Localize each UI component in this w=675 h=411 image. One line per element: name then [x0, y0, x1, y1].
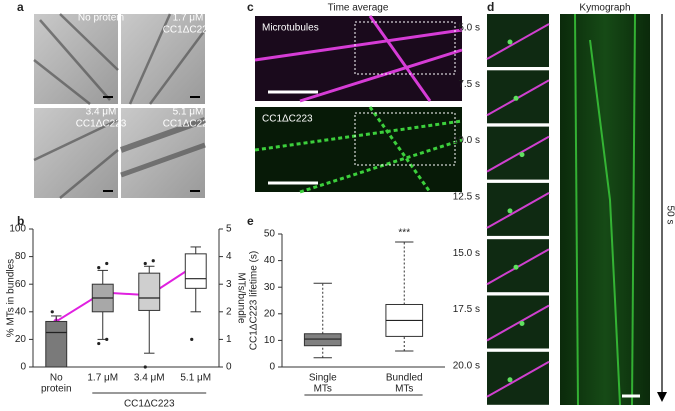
significance: *** — [398, 228, 410, 239]
frame-time: 15.0 s — [453, 248, 480, 259]
box — [184, 253, 207, 289]
box — [45, 320, 68, 368]
time-arrow — [657, 14, 667, 402]
x-tick-label: 3.4 μM — [134, 373, 165, 384]
x-tick-label: Bundled — [386, 373, 423, 384]
frame-spot — [507, 39, 513, 45]
y-tick-label: 20 — [15, 334, 27, 345]
image-label: CC1ΔC223 — [76, 119, 127, 130]
frame-spot — [519, 152, 525, 158]
y-tick-label: 40 — [264, 255, 276, 266]
frame-spot — [513, 95, 519, 101]
y-tick-label: 50 — [264, 229, 276, 240]
y-tick-label: 100 — [9, 224, 26, 235]
y2-axis-label: MTs/bundle — [235, 272, 246, 324]
frame-spot — [507, 377, 513, 383]
fluorescence-images — [254, 15, 463, 194]
panel-label: a — [17, 0, 24, 14]
y-tick-label: 0 — [20, 362, 26, 373]
kymograph-image — [560, 13, 650, 406]
outlier — [50, 310, 54, 314]
outlier — [105, 261, 109, 266]
panel-label: e — [247, 214, 254, 228]
frame-time: 7.5 s — [458, 79, 480, 90]
frame-time: 5.0 s — [458, 23, 480, 34]
outlier — [97, 341, 101, 346]
y2-tick-label: 3 — [226, 279, 232, 290]
image-label: No protein — [78, 13, 124, 24]
frame-time: 20.0 s — [453, 360, 480, 371]
duration-label: 50 s — [664, 206, 675, 225]
outlier — [143, 261, 147, 266]
y-tick-label: 60 — [15, 279, 27, 290]
outlier — [190, 337, 194, 341]
x-tick-label: MTs — [395, 384, 413, 395]
frame-time: 10.0 s — [453, 135, 480, 146]
frame-filament — [486, 360, 550, 398]
y-tick-label: 10 — [264, 335, 276, 346]
micrographs — [33, 13, 207, 199]
y-tick-label: 20 — [264, 308, 276, 319]
y2-tick-label: 1 — [226, 334, 232, 345]
panel-title: Time average — [328, 3, 389, 14]
frame-spot — [513, 264, 519, 270]
x-tick-label: 5.1 μM — [180, 373, 211, 384]
frame-filament — [486, 23, 550, 60]
image-label: 1.7 μM — [173, 13, 204, 24]
frame-spot — [519, 321, 525, 326]
image-label: CC1ΔC223 — [262, 114, 313, 125]
y-tick-label: 40 — [15, 306, 27, 317]
frame-time: 12.5 s — [453, 192, 480, 203]
frame-filament — [486, 135, 550, 173]
y-tick-label: 30 — [264, 282, 276, 293]
x-tick-label: 1.7 μM — [87, 373, 118, 384]
y2-tick-label: 5 — [226, 224, 232, 235]
x-tick-label: Single — [309, 373, 337, 384]
outlier — [151, 259, 155, 263]
frame-time: 17.5 s — [453, 304, 480, 315]
image-label: 3.4 μM — [86, 107, 117, 118]
group-label: CC1ΔC223 — [124, 399, 175, 410]
box — [138, 272, 161, 311]
panel-label: b — [17, 214, 24, 228]
image-label: CC1ΔC223 — [163, 119, 214, 130]
image-label: Microtubules — [262, 23, 319, 34]
y2-tick-label: 4 — [226, 251, 232, 262]
outlier — [143, 365, 147, 369]
image-label: CC1ΔC223 — [163, 25, 214, 36]
y-axis-label: CC1ΔC223 lifetime (s) — [249, 251, 260, 350]
box — [303, 333, 342, 347]
y-tick-label: 0 — [269, 362, 275, 373]
x-tick-label: MTs — [314, 384, 332, 395]
x-tick-label: protein — [41, 384, 72, 395]
panel-label: c — [247, 0, 254, 14]
outlier — [97, 266, 101, 270]
outlier — [105, 337, 109, 341]
y2-tick-label: 2 — [226, 306, 232, 317]
series-line — [55, 264, 197, 323]
panel-label: d — [487, 0, 494, 14]
x-tick-label: No — [50, 373, 63, 384]
y-axis-label: % MTs in bundles — [6, 259, 17, 337]
panel-title: Kymograph — [579, 3, 630, 14]
y2-tick-label: 0 — [226, 362, 232, 373]
image-label: 5.1 μM — [173, 107, 204, 118]
frame-spot — [507, 208, 513, 214]
frame-filament — [486, 192, 550, 229]
frame-filament — [486, 304, 550, 342]
y-tick-label: 80 — [15, 251, 27, 262]
